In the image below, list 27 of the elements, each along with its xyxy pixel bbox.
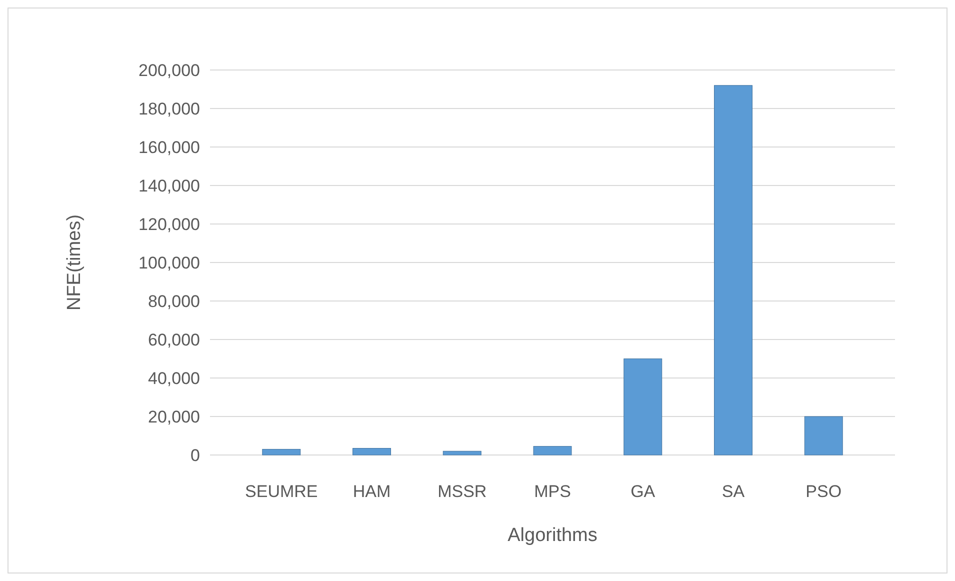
bar	[624, 358, 662, 456]
y-tick-label: 120,000	[138, 214, 200, 234]
x-tick-label: MSSR	[438, 482, 487, 501]
y-tick-label: 200,000	[138, 60, 200, 80]
y-tick-label: 20,000	[148, 407, 200, 426]
y-tick-label: 140,000	[138, 176, 200, 196]
y-tick-label: 0	[190, 446, 200, 465]
y-tick-label: 100,000	[138, 253, 200, 272]
bar	[352, 448, 391, 456]
bar	[533, 446, 572, 456]
bar	[442, 450, 482, 456]
bar	[714, 85, 752, 456]
x-tick-label: HAM	[352, 482, 391, 501]
x-tick-label: GA	[630, 482, 656, 501]
x-tick-label: SEUMRE	[245, 482, 318, 501]
y-tick-label: 40,000	[148, 368, 200, 388]
y-tick-label: 60,000	[148, 330, 200, 350]
bar	[262, 448, 301, 456]
x-tick-label: PSO	[806, 482, 842, 501]
y-tick-label: 160,000	[138, 138, 200, 157]
y-tick-label: 180,000	[138, 99, 200, 118]
y-tick-label: 80,000	[148, 292, 200, 311]
x-tick-label: SA	[722, 482, 746, 501]
x-tick-label: MPS	[534, 482, 571, 501]
y-axis-title: NFE(times)	[64, 214, 85, 311]
bar	[804, 416, 843, 456]
x-axis-title: Algorithms	[508, 525, 598, 546]
